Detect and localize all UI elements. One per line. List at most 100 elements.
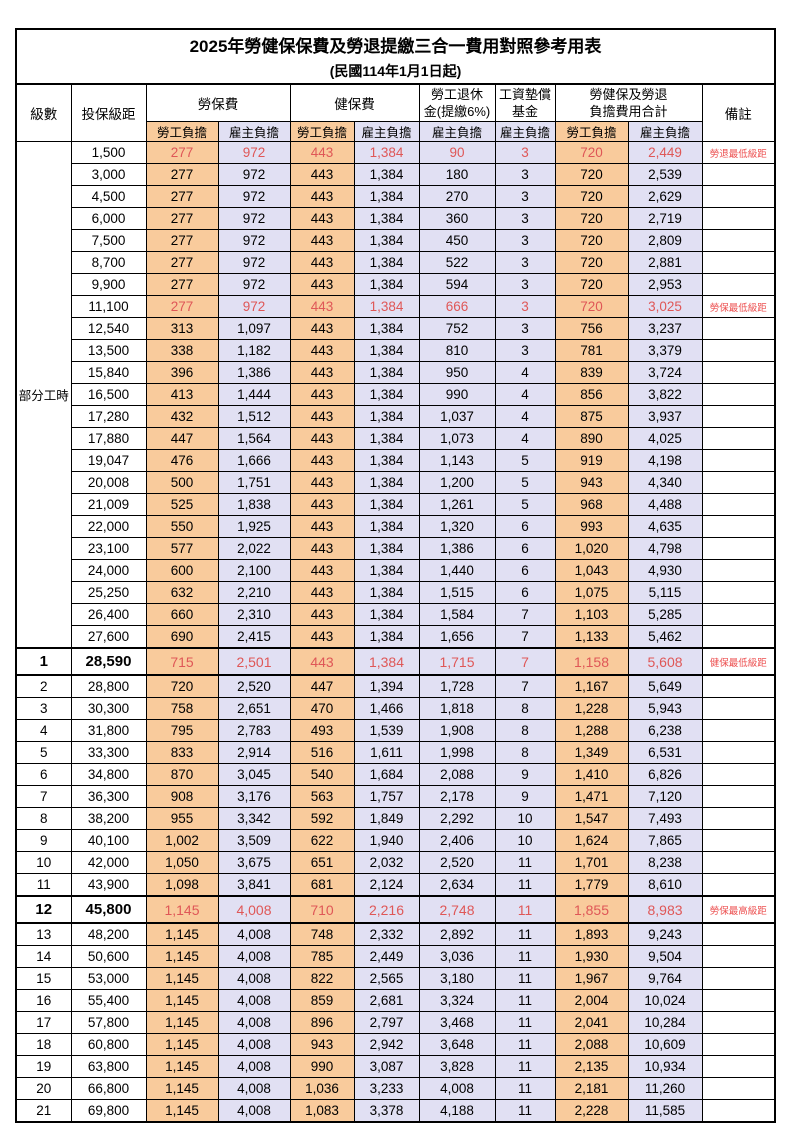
cell-labor-employer: 1,512 xyxy=(217,405,291,428)
cell-pension-employer: 990 xyxy=(418,383,496,406)
table-row: 19 63,800 1,145 4,008 990 3,087 3,828 11 2,135 10… xyxy=(15,1055,776,1078)
cell-wage-fund-employer: 3 xyxy=(494,229,556,252)
cell-total-employer: 9,243 xyxy=(627,922,703,946)
cell-pension-employer: 90 xyxy=(418,141,496,164)
table-row: 26,400 660 2,310 443 1,384 1,584 7 1,103 5,285 xyxy=(16,603,776,626)
cell-labor-worker: 277 xyxy=(145,163,219,186)
cell-total-worker: 1,075 xyxy=(554,581,629,604)
cell-total-employer: 10,934 xyxy=(627,1055,703,1078)
cell-total-worker: 1,779 xyxy=(554,873,629,897)
cell-labor-employer: 972 xyxy=(217,273,291,296)
cell-pension-employer: 2,178 xyxy=(418,785,496,808)
cell-insured-bracket: 7,500 xyxy=(70,229,147,252)
cell-note xyxy=(701,785,776,808)
table-row: 6,000 277 972 443 1,384 360 3 720 2,719 xyxy=(16,207,776,230)
cell-total-employer: 5,608 xyxy=(627,647,703,676)
cell-total-employer: 5,285 xyxy=(627,603,703,626)
cell-labor-worker: 277 xyxy=(145,141,219,164)
cell-pension-employer: 1,143 xyxy=(418,449,496,472)
cell-note: 勞保最低級距 xyxy=(701,295,776,318)
cell-wage-fund-employer: 4 xyxy=(494,427,556,450)
cell-wage-fund-employer: 8 xyxy=(494,719,556,742)
cell-health-worker: 859 xyxy=(289,989,355,1012)
cell-labor-employer: 3,045 xyxy=(217,763,291,786)
cell-labor-employer: 1,838 xyxy=(217,493,291,516)
cell-health-employer: 2,124 xyxy=(353,873,420,897)
cell-labor-employer: 972 xyxy=(217,163,291,186)
cell-insured-bracket: 53,000 xyxy=(70,967,147,990)
cell-total-worker: 875 xyxy=(554,405,629,428)
cell-wage-fund-employer: 5 xyxy=(494,449,556,472)
cell-note xyxy=(701,581,776,604)
cell-pension-employer: 3,324 xyxy=(418,989,496,1012)
cell-level: 8 xyxy=(15,807,72,830)
cell-note xyxy=(701,185,776,208)
cell-labor-worker: 1,145 xyxy=(145,989,219,1012)
cell-wage-fund-employer: 6 xyxy=(494,515,556,538)
table-body: 部分工時 1,500 277 972 443 1,384 90 3 720 2,449 勞退最低級距… xyxy=(15,141,776,1123)
cell-total-worker: 720 xyxy=(554,273,629,296)
cell-note xyxy=(701,1033,776,1056)
cell-health-employer: 1,539 xyxy=(353,719,420,742)
cell-health-worker: 896 xyxy=(289,1011,355,1034)
cell-total-employer: 11,260 xyxy=(627,1077,703,1100)
cell-total-worker: 993 xyxy=(554,515,629,538)
cell-health-employer: 2,216 xyxy=(353,895,420,924)
table-row: 18 60,800 1,145 4,008 943 2,942 3,648 11 2,088 10… xyxy=(15,1033,776,1056)
cell-wage-fund-employer: 11 xyxy=(494,851,556,874)
table-row: 11,100 277 972 443 1,384 666 3 720 3,025 勞保最低級距 xyxy=(16,295,776,318)
cell-total-worker: 1,547 xyxy=(554,807,629,830)
header-pension-line1: 勞工退休 xyxy=(430,87,483,102)
cell-pension-employer: 180 xyxy=(418,163,496,186)
table-row: 27,600 690 2,415 443 1,384 1,656 7 1,133 5,462 xyxy=(16,625,776,649)
cell-total-employer: 6,531 xyxy=(627,741,703,764)
cell-insured-bracket: 24,000 xyxy=(70,559,147,582)
cell-insured-bracket: 20,008 xyxy=(70,471,147,494)
cell-wage-fund-employer: 8 xyxy=(494,741,556,764)
cell-total-worker: 1,020 xyxy=(554,537,629,560)
cell-health-employer: 1,384 xyxy=(353,405,420,428)
cell-labor-employer: 4,008 xyxy=(217,895,291,924)
cell-labor-employer: 2,415 xyxy=(217,625,291,649)
cell-labor-worker: 795 xyxy=(145,719,219,742)
subheader-health-worker: 勞工負擔 xyxy=(289,121,355,142)
cell-total-employer: 4,635 xyxy=(627,515,703,538)
cell-health-employer: 1,384 xyxy=(353,581,420,604)
subheader-total-worker: 勞工負擔 xyxy=(554,121,629,142)
cell-wage-fund-employer: 7 xyxy=(494,625,556,649)
cell-insured-bracket: 48,200 xyxy=(70,922,147,946)
cell-labor-employer: 2,310 xyxy=(217,603,291,626)
cell-insured-bracket: 31,800 xyxy=(70,719,147,742)
cell-total-worker: 890 xyxy=(554,427,629,450)
cell-labor-worker: 908 xyxy=(145,785,219,808)
cell-total-employer: 8,610 xyxy=(627,873,703,897)
cell-labor-employer: 1,925 xyxy=(217,515,291,538)
cell-total-employer: 9,764 xyxy=(627,967,703,990)
cell-insured-bracket: 50,600 xyxy=(70,945,147,968)
cell-note xyxy=(701,945,776,968)
cell-health-worker: 443 xyxy=(289,471,355,494)
cell-health-employer: 2,681 xyxy=(353,989,420,1012)
cell-health-employer: 1,384 xyxy=(353,185,420,208)
cell-labor-employer: 2,501 xyxy=(217,647,291,676)
cell-insured-bracket: 1,500 xyxy=(70,141,147,164)
cell-health-worker: 443 xyxy=(289,559,355,582)
cell-insured-bracket: 23,100 xyxy=(70,537,147,560)
cell-total-worker: 1,349 xyxy=(554,741,629,764)
cell-health-worker: 443 xyxy=(289,581,355,604)
cell-level: 15 xyxy=(15,967,72,990)
cell-total-employer: 2,539 xyxy=(627,163,703,186)
cell-total-employer: 4,798 xyxy=(627,537,703,560)
cell-labor-employer: 2,783 xyxy=(217,719,291,742)
cell-wage-fund-employer: 11 xyxy=(494,1055,556,1078)
cell-wage-fund-employer: 11 xyxy=(494,895,556,924)
cell-labor-worker: 277 xyxy=(145,273,219,296)
cell-labor-worker: 1,145 xyxy=(145,967,219,990)
cell-insured-bracket: 40,100 xyxy=(70,829,147,852)
cell-health-worker: 443 xyxy=(289,317,355,340)
cell-note xyxy=(701,741,776,764)
cell-insured-bracket: 16,500 xyxy=(70,383,147,406)
cell-health-worker: 748 xyxy=(289,922,355,946)
cell-pension-employer: 1,073 xyxy=(418,427,496,450)
cell-pension-employer: 1,440 xyxy=(418,559,496,582)
